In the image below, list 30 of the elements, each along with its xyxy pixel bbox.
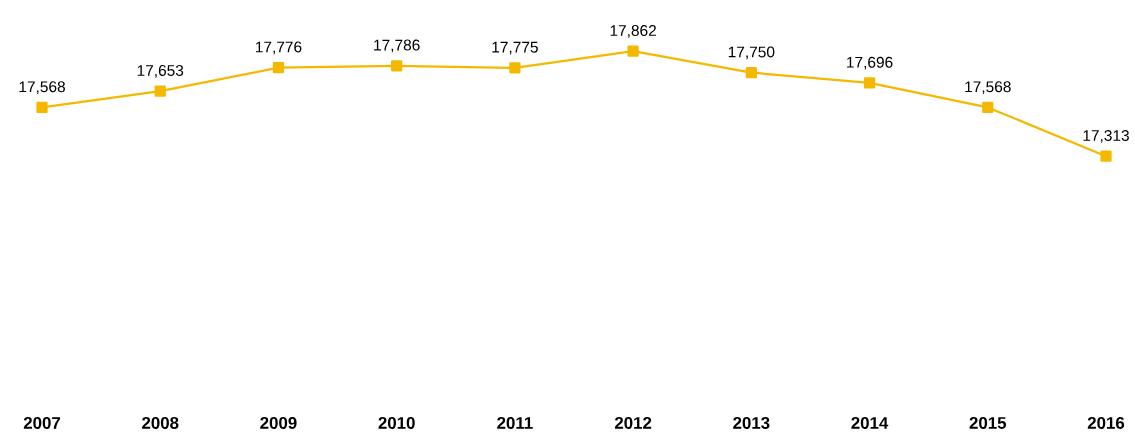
data-label: 17,568 <box>965 81 1011 95</box>
point <box>509 62 521 74</box>
point <box>391 60 403 72</box>
x-tick-label: 2009 <box>260 416 297 429</box>
x-tick-label: 2012 <box>614 416 652 429</box>
point <box>982 101 994 114</box>
x-tick-label: 2014 <box>851 416 889 429</box>
x-tick-label: 2007 <box>23 416 61 429</box>
x-tick-label: 2010 <box>378 416 415 429</box>
x-tick-label: 2015 <box>969 416 1007 429</box>
data-label: 17,750 <box>728 46 775 60</box>
point <box>272 62 285 74</box>
point <box>1100 150 1112 162</box>
point <box>627 45 639 57</box>
point <box>863 77 876 89</box>
data-label: 17,775 <box>492 41 538 55</box>
data-label: 17,696 <box>847 56 893 70</box>
data-label: 17,862 <box>610 25 656 38</box>
data-label: 17,653 <box>137 65 184 78</box>
data-label: 17,776 <box>255 41 302 55</box>
point <box>745 67 757 79</box>
x-tick-label: 2016 <box>1087 416 1125 429</box>
x-tick-label: 2008 <box>142 416 179 429</box>
data-label: 17,313 <box>1083 130 1129 143</box>
x-tick-label: 2011 <box>497 416 533 429</box>
data-label: 17,786 <box>374 39 420 53</box>
point <box>36 101 48 114</box>
data-label: 17,568 <box>19 81 65 95</box>
x-tick-label: 2013 <box>733 416 770 429</box>
point <box>154 85 166 97</box>
